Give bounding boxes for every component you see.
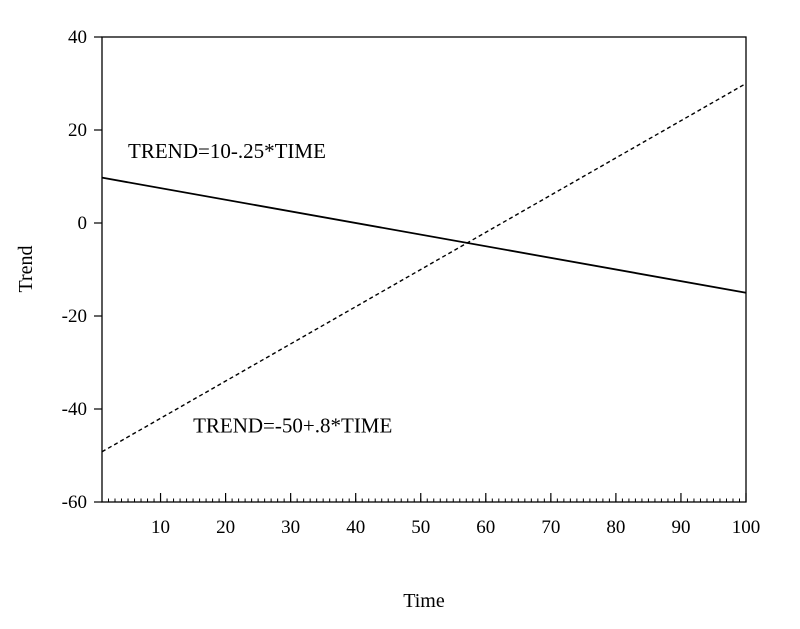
y-axis-title: Trend <box>15 245 37 292</box>
x-tick-label: 30 <box>281 517 300 538</box>
x-tick-label: 50 <box>411 517 430 538</box>
x-tick-label: 10 <box>151 517 170 538</box>
solid-trend-line <box>101 176 747 294</box>
annotation-layer: TREND=10-.25*TIME TREND=-50+.8*TIME <box>128 139 392 437</box>
equation-annotation: TREND=10-.25*TIME <box>128 139 326 163</box>
y-tick-label: -20 <box>62 306 87 327</box>
y-tick-label: 0 <box>78 213 88 234</box>
x-tick-label: 70 <box>541 517 560 538</box>
plot-area-frame <box>101 36 747 503</box>
series-layer <box>101 82 747 453</box>
y-tick-label: -60 <box>62 492 87 513</box>
dashed-trend-line <box>101 82 747 453</box>
x-axis-title: Time <box>403 590 445 612</box>
x-tick-label: 90 <box>671 517 690 538</box>
x-tick-label: 80 <box>606 517 625 538</box>
y-tick-label: 40 <box>68 27 87 48</box>
x-tick-label: 60 <box>476 517 495 538</box>
x-tick-label: 20 <box>216 517 235 538</box>
x-tick-label: 40 <box>346 517 365 538</box>
y-tick-label: 20 <box>68 120 87 141</box>
y-tick-label: -40 <box>62 399 87 420</box>
equation-annotation: TREND=-50+.8*TIME <box>193 413 392 437</box>
x-tick-label: 100 <box>732 517 761 538</box>
x-axis-ticks: 10 20 30 40 50 60 70 80 90 100 <box>151 493 760 538</box>
y-axis-ticks: 40 20 0 -20 -40 -60 <box>62 27 102 513</box>
